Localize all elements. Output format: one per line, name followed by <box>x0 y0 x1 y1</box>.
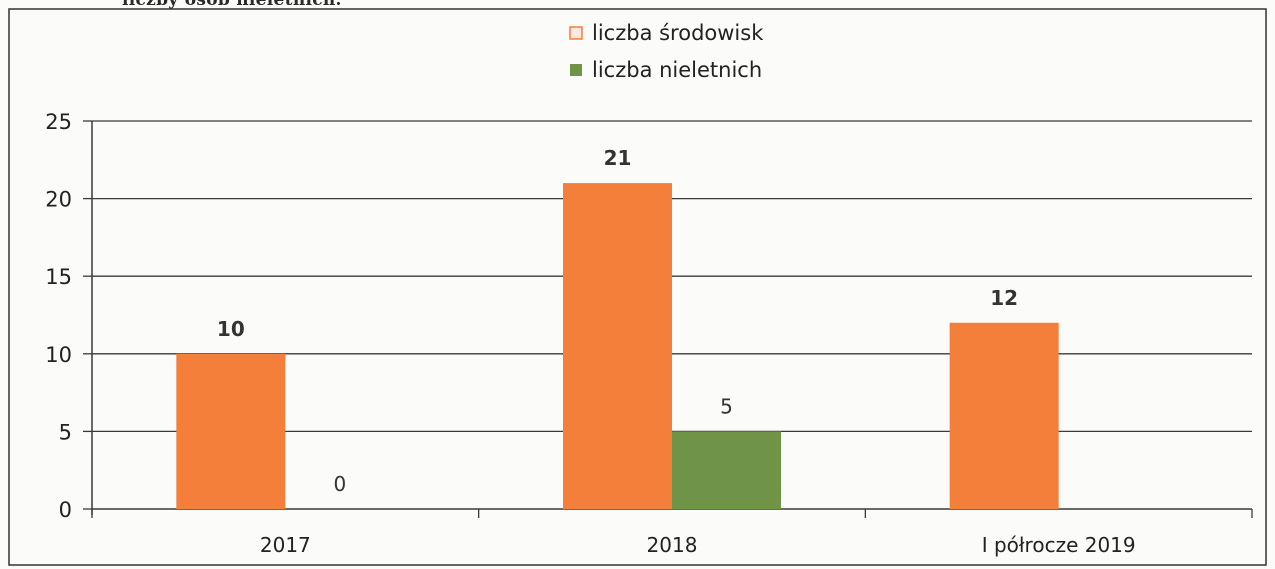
bar-srodowiska <box>176 353 286 509</box>
bar-srodowiska <box>949 322 1059 509</box>
data-label: 21 <box>604 146 632 170</box>
data-label: 5 <box>720 394 733 418</box>
y-tick-label: 20 <box>45 188 72 212</box>
legend-label: liczba środowisk <box>592 21 764 45</box>
x-category-label: I półrocze 2019 <box>982 533 1136 557</box>
data-label: 12 <box>990 286 1018 310</box>
legend-swatch-srodowiska <box>569 26 583 40</box>
legend-label: liczba nieletnich <box>592 58 762 82</box>
y-tick-label: 10 <box>45 343 72 367</box>
y-tick-label: 0 <box>59 498 72 522</box>
y-tick-label: 15 <box>45 265 72 289</box>
x-category-label: 2018 <box>647 533 698 557</box>
caption-fragment: liczby osób nieletnich. <box>122 0 342 10</box>
y-tick-label: 5 <box>59 420 72 444</box>
bar-srodowiska <box>563 183 672 509</box>
data-label: 10 <box>217 317 245 341</box>
legend-swatch-nieletni <box>570 64 582 76</box>
x-category-label: 2017 <box>260 533 311 557</box>
data-label: 0 <box>333 472 346 496</box>
y-tick-label: 25 <box>45 110 72 134</box>
bar-nieletni <box>672 431 781 509</box>
chart-frame <box>8 8 1267 566</box>
